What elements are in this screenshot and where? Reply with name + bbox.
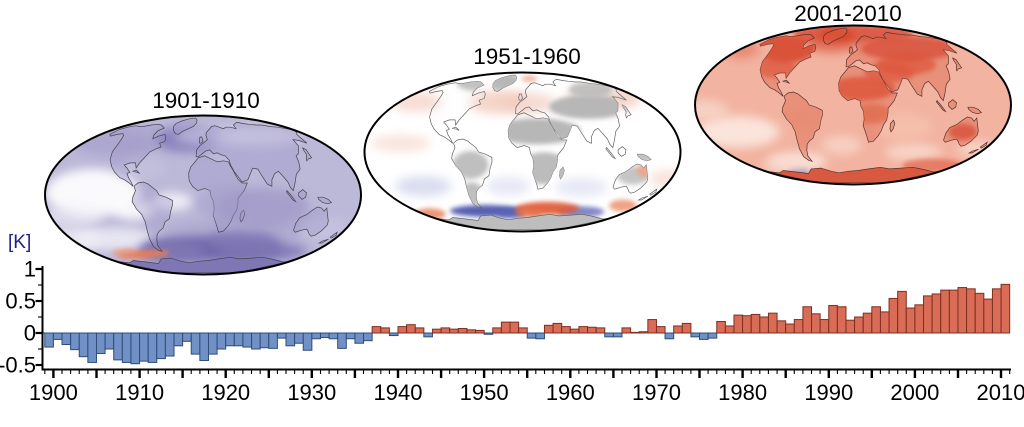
- svg-text:1930: 1930: [287, 380, 336, 405]
- svg-text:1950: 1950: [460, 380, 509, 405]
- svg-text:-0.5: -0.5: [0, 353, 36, 378]
- svg-text:1900: 1900: [29, 380, 78, 405]
- svg-text:0.5: 0.5: [5, 289, 36, 314]
- svg-text:1960: 1960: [546, 380, 595, 405]
- svg-text:2010: 2010: [977, 380, 1024, 405]
- svg-text:0: 0: [24, 321, 36, 346]
- svg-text:1951-1960: 1951-1960: [473, 44, 581, 69]
- svg-text:1: 1: [24, 257, 36, 282]
- svg-text:2000: 2000: [890, 380, 939, 405]
- svg-text:1910: 1910: [115, 380, 164, 405]
- svg-text:1920: 1920: [201, 380, 250, 405]
- svg-text:1901-1910: 1901-1910: [152, 88, 260, 113]
- svg-text:2001-2010: 2001-2010: [794, 1, 902, 26]
- svg-text:1980: 1980: [718, 380, 767, 405]
- svg-text:[K]: [K]: [8, 232, 31, 253]
- svg-text:1940: 1940: [374, 380, 423, 405]
- svg-text:1990: 1990: [804, 380, 853, 405]
- svg-text:1970: 1970: [632, 380, 681, 405]
